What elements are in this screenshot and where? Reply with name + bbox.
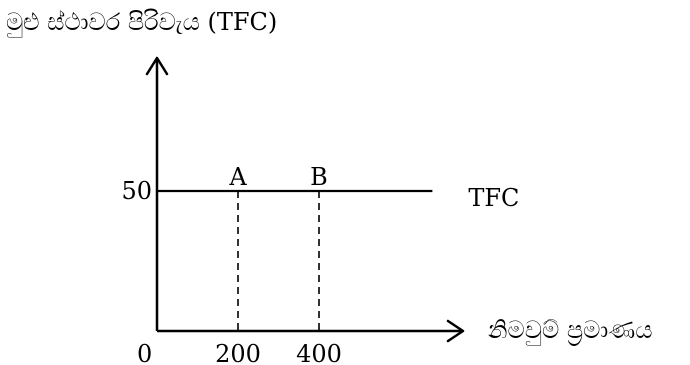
y-axis-arrow [145,56,169,76]
point-label-b: B [310,163,328,191]
x-axis-title: නිමවුම් ප්‍රමාණය [488,316,653,345]
point-label-a: A [228,163,247,191]
y-tick-label-50: 50 [121,177,152,205]
y-axis-title: මුළු ස්ථාවර පිරිවැය (TFC) [6,8,277,37]
series-label-tfc: TFC [468,184,519,212]
x-tick-label-200: 200 [215,340,261,365]
chart-marks: 200 400 50 A B TFC [121,163,519,365]
x-axis-arrow [446,319,465,343]
origin-label: 0 [137,340,152,365]
x-tick-label-400: 400 [296,340,342,365]
